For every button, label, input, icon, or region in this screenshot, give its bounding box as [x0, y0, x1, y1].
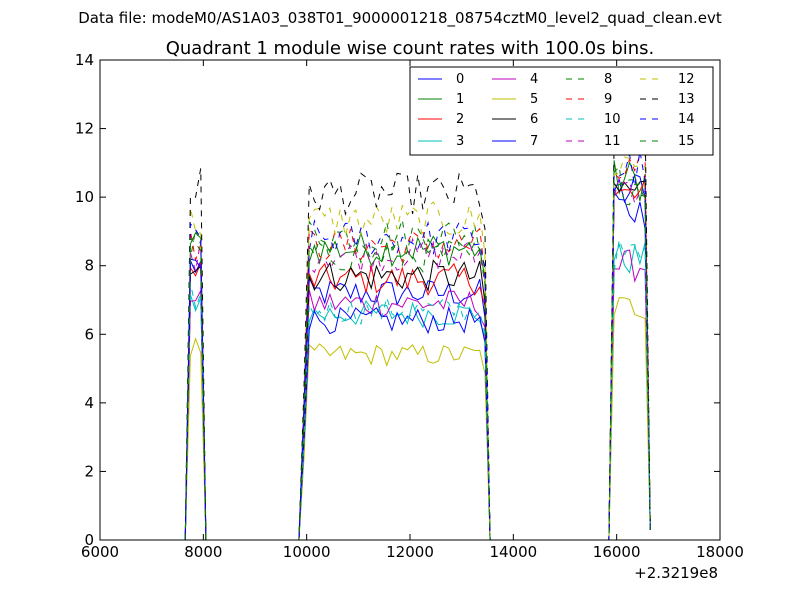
x-tick-label: 12000	[386, 543, 434, 561]
legend-label-6: 6	[530, 112, 538, 127]
figure-suptitle: Data file: modeM0/AS1A03_038T01_90000012…	[78, 9, 722, 28]
x-tick-label: 14000	[489, 543, 537, 561]
y-tick-label: 6	[84, 325, 94, 343]
y-tick-label: 8	[84, 257, 94, 275]
legend-label-13: 13	[678, 92, 695, 107]
legend-label-10: 10	[604, 112, 621, 127]
legend-frame	[409, 66, 714, 156]
legend-label-0: 0	[456, 72, 464, 87]
x-offset-label: +2.3219e8	[634, 564, 718, 582]
y-tick-label: 4	[84, 394, 94, 412]
x-tick-label: 16000	[593, 543, 641, 561]
legend-label-9: 9	[604, 92, 612, 107]
chart-title: Quadrant 1 module wise count rates with …	[166, 38, 655, 59]
legend-label-14: 14	[678, 112, 695, 127]
series-line-12	[184, 156, 651, 541]
legend-label-7: 7	[530, 134, 538, 149]
legend-label-5: 5	[530, 92, 538, 107]
y-tick-label: 14	[75, 51, 94, 69]
y-tick-label: 10	[75, 188, 94, 206]
y-tick-label: 2	[84, 462, 94, 480]
legend-label-2: 2	[456, 112, 464, 127]
legend-label-8: 8	[604, 72, 612, 87]
legend-label-15: 15	[678, 134, 695, 149]
legend-label-4: 4	[530, 72, 538, 87]
legend-label-12: 12	[678, 72, 695, 87]
x-tick-label: 8000	[184, 543, 222, 561]
legend-label-1: 1	[456, 92, 464, 107]
x-axis: 6000 8000 10000 12000 14000 16000 18000	[81, 60, 744, 561]
y-tick-label: 0	[84, 531, 94, 549]
y-tick-label: 12	[75, 120, 94, 138]
legend-label-11: 11	[604, 134, 621, 149]
x-tick-label: 18000	[696, 543, 744, 561]
legend-label-3: 3	[456, 134, 464, 149]
x-tick-label: 6000	[81, 543, 119, 561]
x-tick-label: 10000	[283, 543, 331, 561]
